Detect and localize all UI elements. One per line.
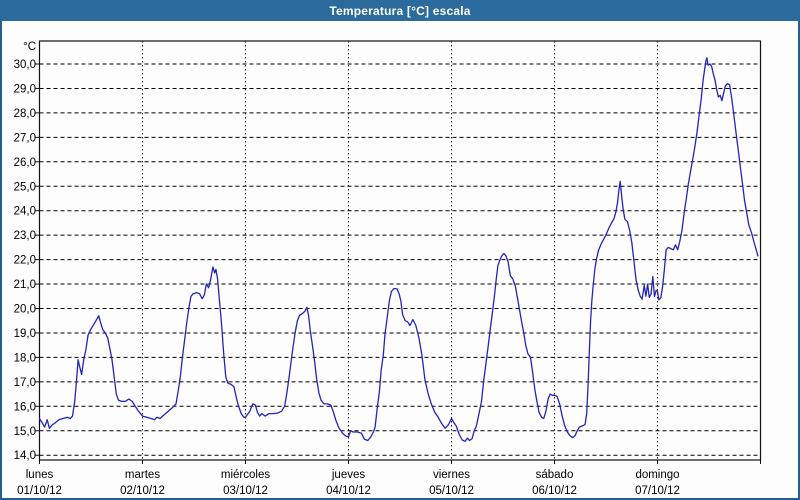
x-axis-day-label: domingo — [635, 469, 679, 481]
chart-area: 30,0 29,0 28,0 27,0 26,0 25,0 24,0 23,0 22,0 21,0… — [0, 21, 800, 500]
temperature-chart: 30,0 29,0 28,0 27,0 26,0 25,0 24,0 23,0 22,0 21,0… — [14, 40, 762, 497]
y-axis-label: 29,0 — [14, 83, 36, 95]
y-axis-label: 23,0 — [14, 230, 36, 242]
title-bar: Temperatura [°C] escala — [0, 0, 800, 21]
y-axis-label: 16,0 — [14, 401, 36, 413]
y-axis-label: 18,0 — [14, 352, 36, 364]
y-axis-label: 30,0 — [14, 59, 36, 71]
y-axis-label: 19,0 — [14, 328, 36, 340]
y-axis-label: 15,0 — [14, 426, 36, 438]
x-axis-date-label: 03/10/12 — [223, 485, 268, 497]
y-axis-label: 20,0 — [14, 304, 36, 316]
x-axis-day-label: miércoles — [221, 469, 270, 481]
x-axis-day-label: martes — [125, 469, 160, 481]
y-axis-label: 21,0 — [14, 279, 36, 291]
x-axis-day-label: viernes — [433, 469, 470, 481]
plot-border — [38, 40, 762, 461]
x-axis-day-label: lunes — [26, 469, 54, 481]
y-axis-label: 14,0 — [14, 450, 36, 462]
y-axis-label: 28,0 — [14, 108, 36, 120]
x-axis-day-label: sábado — [536, 469, 574, 481]
y-axis-label: 22,0 — [14, 255, 36, 267]
x-axis-date-label: 06/10/12 — [532, 485, 577, 497]
x-axis-date-label: 01/10/12 — [17, 485, 62, 497]
y-axis-unit-label: °C — [23, 41, 36, 53]
y-axis-label: 26,0 — [14, 157, 36, 169]
y-axis-label: 25,0 — [14, 181, 36, 193]
window-title: Temperatura [°C] escala — [329, 3, 471, 18]
x-axis-date-label: 05/10/12 — [429, 485, 474, 497]
x-axis-date-label: 04/10/12 — [326, 485, 371, 497]
x-axis-day-label: jueves — [331, 469, 365, 481]
temperature-series-line — [38, 57, 759, 442]
y-axis-label: 27,0 — [14, 132, 36, 144]
x-axis-date-label: 02/10/12 — [120, 485, 165, 497]
x-axis-date-label: 07/10/12 — [635, 485, 680, 497]
y-axis-label: 24,0 — [14, 206, 36, 218]
y-axis-label: 17,0 — [14, 377, 36, 389]
